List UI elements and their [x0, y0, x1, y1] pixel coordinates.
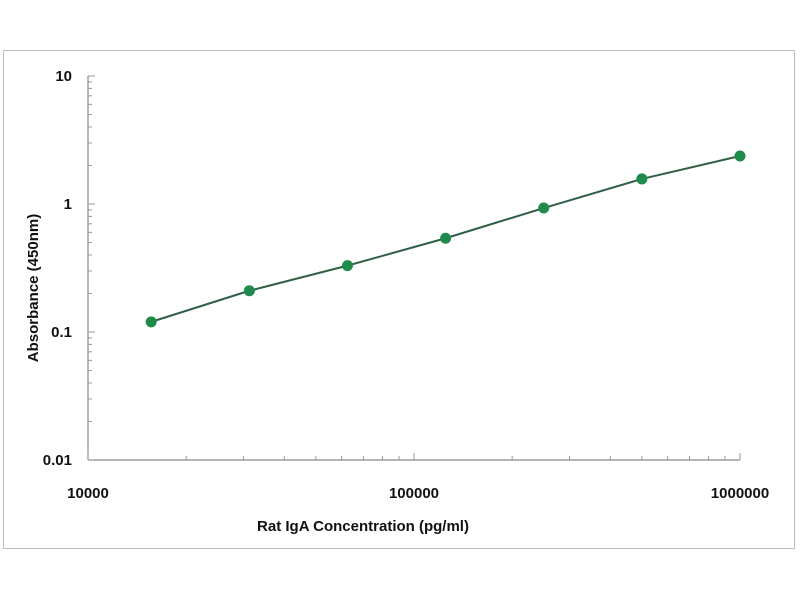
x-axis-title: Rat IgA Concentration (pg/ml): [257, 518, 469, 535]
data-point: [243, 285, 255, 297]
data-point: [636, 173, 648, 185]
data-point: [341, 260, 353, 272]
x-tick-label: 10000: [67, 485, 109, 502]
y-axis-title: Absorbance (450nm): [25, 214, 42, 362]
series: [145, 150, 746, 328]
axes: [87, 76, 740, 461]
data-point: [538, 202, 550, 214]
y-tick-label: 1: [64, 196, 72, 213]
chart-frame: [3, 50, 795, 549]
y-tick-label: 0.01: [43, 452, 72, 469]
x-tick-label: 100000: [389, 485, 439, 502]
ticks: [87, 75, 741, 461]
data-point: [734, 150, 746, 162]
data-point: [145, 316, 157, 328]
x-tick-label: 1000000: [711, 485, 769, 502]
y-tick-label: 0.1: [51, 324, 72, 341]
data-point: [440, 232, 452, 244]
y-tick-label: 10: [55, 68, 72, 85]
